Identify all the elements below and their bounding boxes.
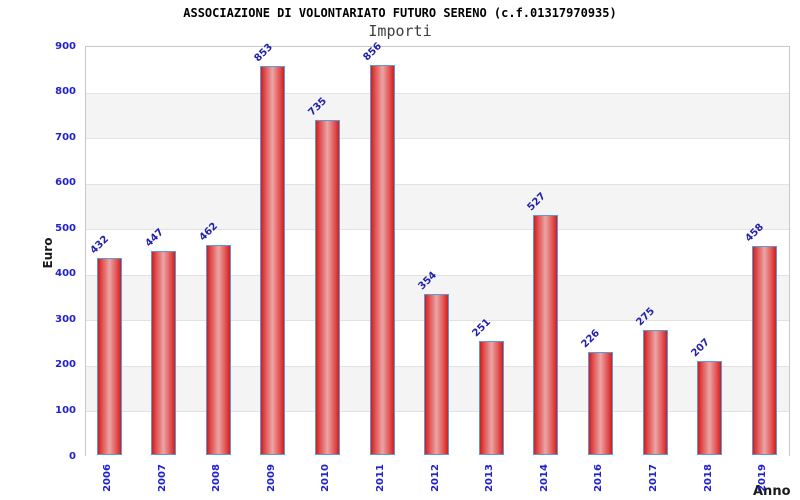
grid-band — [86, 138, 789, 184]
x-tick-label: 2010 — [320, 464, 332, 492]
bar — [369, 65, 395, 455]
x-tick-label: 2019 — [757, 464, 769, 492]
x-tick-label: 2014 — [538, 464, 550, 492]
y-tick-label: 700 — [55, 131, 76, 143]
x-tick-label: 2008 — [211, 464, 223, 492]
grid-band — [86, 47, 789, 93]
chart-subtitle: Importi — [368, 22, 432, 40]
y-tick-label: 100 — [55, 404, 76, 416]
x-axis-title: Anno — [753, 484, 791, 499]
x-tick-label: 2012 — [429, 464, 441, 492]
bar — [314, 120, 340, 455]
bar — [424, 293, 450, 455]
bar — [260, 66, 286, 455]
y-tick-label: 500 — [55, 222, 76, 234]
chart-title: ASSOCIAZIONE DI VOLONTARIATO FUTURO SERE… — [183, 6, 617, 20]
y-tick-label: 800 — [55, 86, 76, 98]
gridline — [86, 229, 789, 231]
bar — [587, 352, 613, 455]
x-tick-label: 2007 — [156, 464, 168, 492]
x-tick-label: 2018 — [702, 464, 714, 492]
x-tick-label: 2009 — [265, 464, 277, 492]
bar — [478, 340, 504, 455]
bar — [96, 258, 122, 455]
x-tick-label: 2017 — [648, 464, 659, 492]
grid-band — [86, 229, 789, 275]
gridline — [86, 183, 789, 185]
bar — [205, 244, 231, 455]
y-tick-label: 400 — [55, 268, 76, 280]
bar — [697, 360, 723, 455]
y-tick-label: 0 — [69, 450, 76, 462]
bar — [533, 214, 559, 455]
y-tick-label: 600 — [55, 177, 76, 189]
gridline — [86, 92, 789, 94]
y-tick-label: 200 — [55, 359, 76, 371]
bar — [151, 251, 177, 455]
x-tick-label: 2013 — [484, 464, 496, 492]
bar — [642, 329, 668, 455]
gridline — [86, 138, 789, 140]
y-tick-label: 900 — [55, 40, 76, 52]
x-tick-label: 2006 — [102, 464, 113, 492]
plot-area: 432 447 462 853 735 856 354 251 527 226 275 207 458 — [85, 41, 790, 457]
x-tick-label: 2011 — [375, 464, 386, 492]
x-tick-label: 2016 — [593, 464, 605, 492]
y-tick-label: 300 — [55, 313, 76, 325]
bar — [751, 246, 777, 455]
gridline — [86, 274, 789, 276]
grid-band — [86, 92, 789, 139]
grid-band — [86, 183, 789, 230]
